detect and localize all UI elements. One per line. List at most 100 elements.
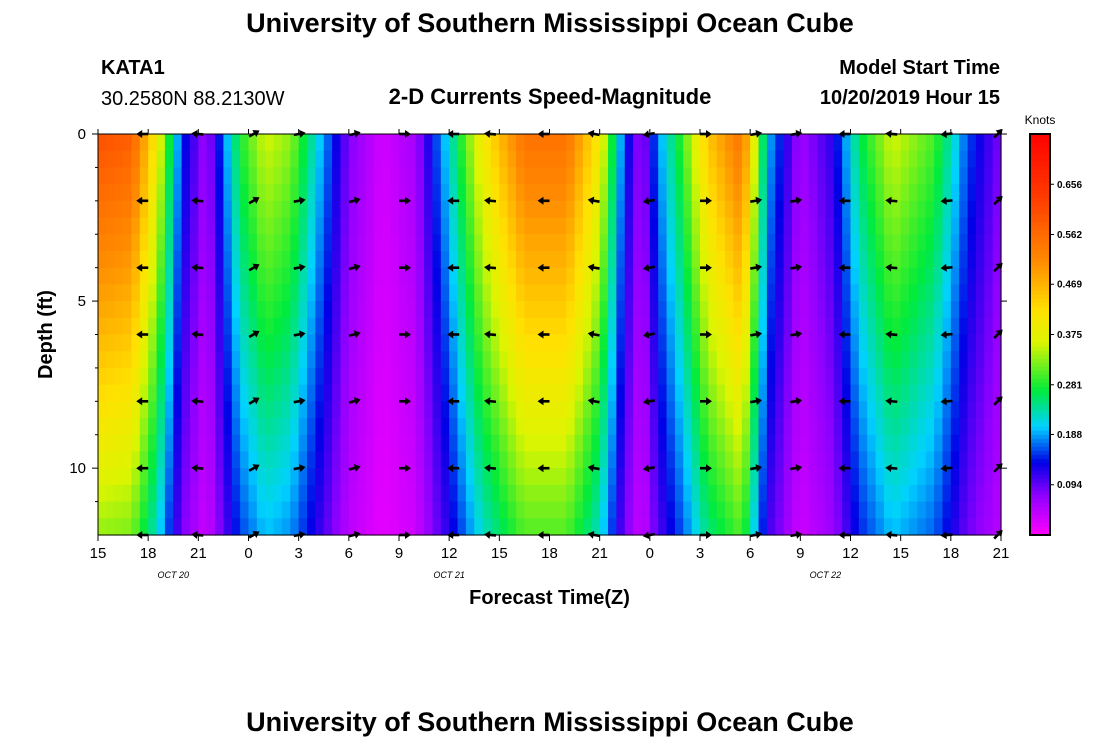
heatmap-cell [524,301,534,319]
heatmap-cell [733,451,743,469]
heatmap-cell [424,434,434,453]
heatmap-cell [399,167,408,185]
heatmap-cell [541,317,551,336]
heatmap-cell [984,501,994,519]
heatmap-cell [273,301,283,319]
heatmap-cell [800,284,810,302]
heatmap-cell [658,434,668,453]
heatmap-cell [683,351,693,369]
heatmap-cell [775,484,785,503]
heatmap-cell [332,401,342,419]
heatmap-cell [189,384,199,402]
heatmap-cell [265,284,275,302]
heatmap-cell [399,401,408,419]
heatmap-cell [290,384,300,402]
heatmap-cell [373,234,383,252]
heatmap-cell [507,184,517,202]
current-arrow [248,464,260,472]
heatmap-cell [189,234,199,252]
heatmap-cell [541,284,551,302]
current-arrow [587,330,600,339]
heatmap-cell [783,234,793,252]
current-arrow [447,531,460,539]
heatmap-cell [399,134,408,152]
heatmap-cell [658,401,668,419]
heatmap-cell [691,267,701,285]
heatmap-cell [432,468,442,486]
heatmap-cell [674,451,684,469]
colorbar-segment [1030,342,1050,348]
colorbar-segment [1030,302,1050,308]
heatmap-cell [875,184,885,202]
current-arrow [838,130,851,138]
heatmap-cell [791,150,801,169]
heatmap-cell [164,451,174,469]
heatmap-cell [892,184,902,202]
heatmap-cell [608,384,617,402]
heatmap-cell [934,301,944,319]
heatmap-cell [323,234,333,252]
heatmap-cell [741,468,751,486]
heatmap-cell [599,184,609,202]
heatmap-cell [323,384,333,402]
heatmap-cell [758,167,768,185]
heatmap-cell [490,200,500,219]
heatmap-cell [633,518,643,536]
heatmap-cell [256,284,266,302]
current-arrow [399,130,411,138]
heatmap-cell [700,134,709,152]
heatmap-cell [131,518,141,536]
heatmap-cell [541,418,551,436]
heatmap-cell [407,484,417,503]
heatmap-cell [507,401,517,419]
heatmap-cell [499,301,509,319]
heatmap-cell [608,250,617,269]
heatmap-cell [741,200,751,219]
current-arrow [348,530,361,539]
heatmap-cell [215,384,225,402]
heatmap-cell [148,250,158,269]
heatmap-cell [975,284,985,302]
heatmap-cell [365,518,375,536]
heatmap-cell [624,150,634,169]
heatmap-cell [231,217,241,235]
heatmap-cell [240,468,250,486]
heatmap-cell [599,351,609,369]
heatmap-cell [633,184,643,202]
heatmap-cell [858,384,868,402]
heatmap-cell [725,518,735,536]
heatmap-cell [98,284,107,302]
heatmap-cell [641,150,651,169]
heatmap-cell [875,317,885,336]
heatmap-cell [541,167,551,185]
heatmap-cell [265,250,275,269]
current-arrow [537,263,550,272]
current-arrow [790,196,803,205]
heatmap-cell [975,367,985,386]
heatmap-cell [223,134,233,152]
heatmap-cell [825,367,835,386]
colorbar-segment [1030,194,1050,199]
heatmap-cell [624,384,634,402]
heatmap-cell [725,384,735,402]
heatmap-cell [825,334,835,352]
heatmap-cell [457,451,467,469]
heatmap-cell [98,250,107,269]
heatmap-cell [340,317,350,336]
heatmap-cell [900,284,910,302]
heatmap-cell [566,301,576,319]
heatmap-cell [825,217,835,235]
heatmap-cell [382,134,392,152]
heatmap-cell [524,134,534,152]
colorbar-segment [1030,178,1050,183]
heatmap-cell [658,518,668,536]
heatmap-cell [315,317,325,336]
heatmap-cell [633,351,643,369]
heatmap-cell [131,468,141,486]
heatmap-cell [608,484,617,503]
heatmap-cell [449,484,459,503]
heatmap-cell [582,484,592,503]
heatmap-cell [457,167,467,185]
heatmap-cell [98,434,107,453]
heatmap-cell [256,134,266,152]
